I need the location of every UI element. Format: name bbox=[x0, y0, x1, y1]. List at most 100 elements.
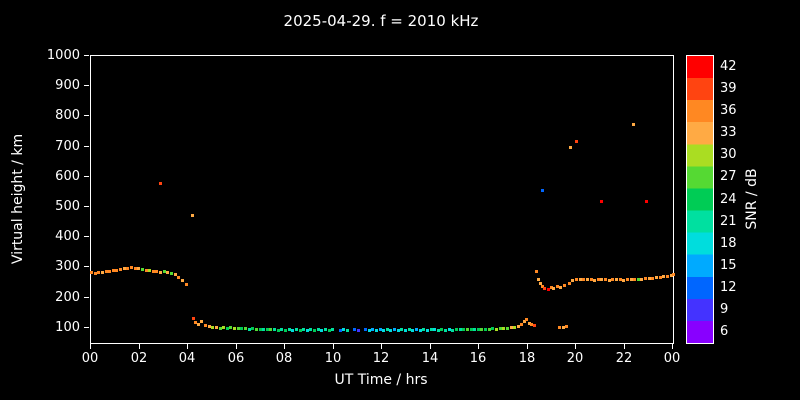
axis-tick bbox=[284, 344, 285, 349]
data-point bbox=[130, 266, 133, 270]
data-point bbox=[258, 327, 262, 331]
data-point bbox=[575, 139, 578, 143]
data-point bbox=[513, 325, 517, 329]
data-point bbox=[645, 200, 649, 203]
axis-tick bbox=[624, 344, 625, 349]
x-tick-label: 22 bbox=[615, 351, 633, 366]
data-point bbox=[655, 276, 659, 280]
data-point bbox=[291, 328, 295, 332]
data-point bbox=[440, 328, 444, 332]
x-axis-label: UT Time / hrs bbox=[334, 372, 428, 388]
colorbar-tick-label: 39 bbox=[720, 81, 737, 96]
data-point bbox=[629, 278, 633, 282]
colorbar-tick-label: 42 bbox=[720, 59, 737, 74]
plot-area bbox=[90, 55, 675, 344]
data-point bbox=[541, 285, 545, 289]
axis-tick bbox=[84, 236, 89, 237]
data-point bbox=[180, 279, 184, 283]
x-tick-label: 18 bbox=[518, 351, 536, 366]
axis-tick bbox=[139, 344, 140, 349]
data-point bbox=[615, 277, 618, 281]
data-point bbox=[527, 321, 531, 325]
data-point bbox=[327, 328, 331, 332]
data-point bbox=[393, 328, 397, 332]
data-point bbox=[505, 326, 509, 330]
data-point bbox=[214, 326, 218, 330]
data-point bbox=[133, 266, 137, 270]
axis-tick bbox=[527, 344, 528, 349]
data-point bbox=[385, 328, 389, 332]
x-tick-label: 00 bbox=[663, 351, 681, 366]
data-point bbox=[549, 285, 553, 289]
data-point bbox=[622, 278, 626, 282]
data-point bbox=[547, 288, 551, 292]
data-point bbox=[119, 267, 123, 271]
data-point bbox=[534, 270, 538, 274]
data-point bbox=[364, 328, 368, 332]
data-point bbox=[462, 328, 466, 332]
data-point bbox=[532, 324, 536, 328]
y-tick-label: 100 bbox=[55, 320, 80, 335]
colorbar-tick-label: 12 bbox=[720, 280, 737, 295]
data-point bbox=[480, 328, 484, 332]
axis-tick bbox=[84, 85, 89, 86]
data-point bbox=[484, 327, 488, 331]
data-point bbox=[509, 326, 513, 330]
data-point bbox=[611, 278, 615, 282]
data-point bbox=[647, 277, 651, 281]
y-tick-label: 800 bbox=[55, 108, 80, 123]
data-point bbox=[240, 327, 244, 331]
axis-tick bbox=[90, 344, 91, 349]
data-point bbox=[422, 328, 426, 332]
data-point bbox=[631, 122, 635, 126]
data-point bbox=[465, 328, 469, 332]
data-point bbox=[309, 328, 313, 332]
data-point bbox=[316, 328, 320, 332]
data-point bbox=[644, 277, 648, 281]
data-point bbox=[567, 281, 571, 285]
data-point bbox=[353, 328, 357, 332]
data-point bbox=[396, 328, 400, 332]
data-point bbox=[538, 282, 542, 286]
data-point bbox=[111, 269, 115, 273]
data-point bbox=[418, 328, 422, 332]
data-point bbox=[126, 266, 130, 270]
axis-tick bbox=[381, 344, 382, 349]
data-point bbox=[203, 323, 207, 327]
data-point bbox=[537, 277, 541, 281]
colorbar-tick-label: 24 bbox=[720, 192, 737, 207]
data-point bbox=[251, 327, 255, 331]
data-point bbox=[400, 328, 404, 332]
colorbar-tick-label: 9 bbox=[720, 302, 729, 317]
data-point bbox=[575, 278, 578, 282]
data-point bbox=[100, 270, 104, 274]
data-point bbox=[313, 328, 317, 332]
data-point bbox=[565, 324, 569, 328]
y-tick-label: 500 bbox=[55, 199, 80, 214]
data-point bbox=[562, 284, 566, 288]
data-point bbox=[148, 269, 152, 273]
data-point bbox=[559, 286, 563, 290]
colorbar-tick-label: 27 bbox=[720, 169, 737, 184]
data-point bbox=[525, 317, 529, 321]
data-point bbox=[122, 267, 126, 271]
data-point bbox=[458, 328, 462, 332]
y-tick-label: 300 bbox=[55, 259, 80, 274]
data-point bbox=[600, 277, 604, 281]
axis-tick bbox=[84, 146, 89, 147]
data-point bbox=[144, 268, 148, 272]
data-point bbox=[97, 271, 101, 274]
data-point bbox=[404, 328, 408, 332]
colorbar-tick-label: 6 bbox=[720, 324, 729, 339]
axis-tick bbox=[84, 176, 89, 177]
data-point bbox=[582, 278, 586, 282]
colorbar bbox=[686, 55, 714, 344]
data-point bbox=[454, 328, 458, 332]
data-point bbox=[665, 274, 669, 278]
data-point bbox=[155, 270, 159, 274]
x-tick-label: 16 bbox=[469, 351, 487, 366]
data-point bbox=[636, 277, 640, 281]
data-point bbox=[520, 322, 524, 326]
axis-tick bbox=[84, 327, 89, 328]
data-point bbox=[162, 270, 166, 274]
